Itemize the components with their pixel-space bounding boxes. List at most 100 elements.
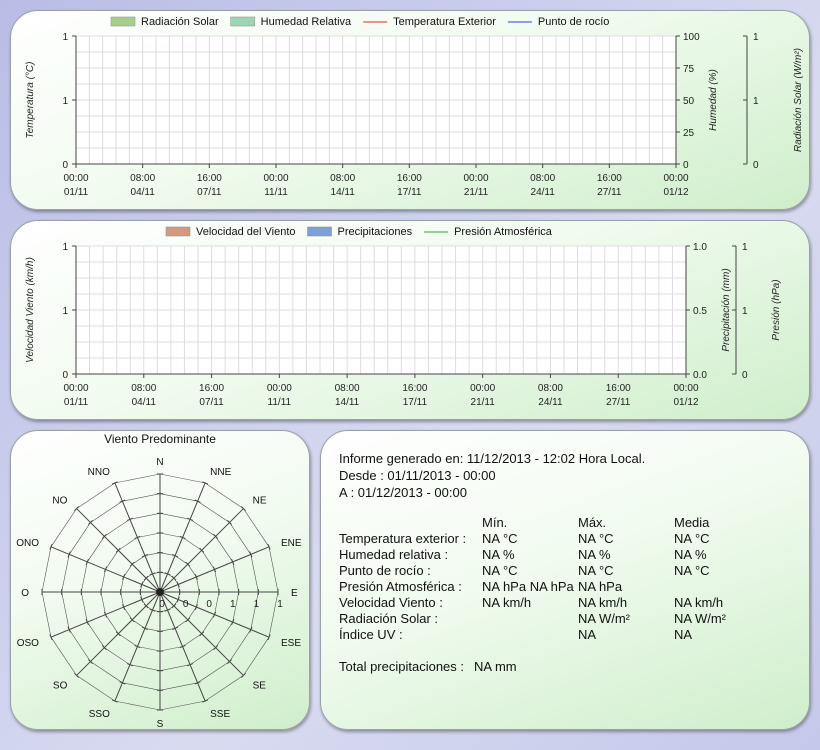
wind-rose-tick <box>129 617 135 623</box>
right-axis-title: Precipitación (mm) <box>721 268 732 351</box>
report-to: A : 01/12/2013 - 00:00 <box>339 485 467 500</box>
stat-min: NA % <box>482 547 515 562</box>
wind-rose-tick <box>74 506 80 512</box>
stat-min: NA km/h <box>482 595 532 610</box>
wind-rose-tick <box>231 558 235 565</box>
wind-rose-tick <box>213 645 219 651</box>
left-tick-label: 1 <box>62 96 68 107</box>
right-tick-label: 100 <box>683 32 700 43</box>
wind-rose-tick <box>126 663 133 667</box>
wind-rose-tick <box>194 499 201 503</box>
stat-min: NA hPa NA hPa <box>482 579 574 594</box>
wind-rose-tick <box>115 631 121 637</box>
wind-rose-tick <box>87 659 93 665</box>
x-tick-time: 00:00 <box>470 383 495 394</box>
right-tick-label: 25 <box>683 128 695 139</box>
stat-min: NA °C <box>482 531 518 546</box>
x-tick-time: 00:00 <box>267 383 292 394</box>
x-tick-date: 11/11 <box>264 187 288 198</box>
right2-tick-label: 1 <box>753 32 759 43</box>
x-tick-date: 21/11 <box>471 397 496 408</box>
radial-tick-label: 1 <box>277 599 283 610</box>
stat-max: NA °C <box>578 563 614 578</box>
wind-direction-label: NO <box>52 495 67 506</box>
wind-rose-tick <box>171 575 177 581</box>
stat-label: Radiación Solar : <box>339 611 438 626</box>
stat-max: NA hPa <box>578 579 623 594</box>
wind-rose-tick <box>213 533 219 539</box>
header-min: Mín. <box>482 515 508 530</box>
stat-max: NA °C <box>578 531 614 546</box>
wind-rose-tick <box>119 681 126 685</box>
right-tick-label: 50 <box>683 96 695 107</box>
wind-rose-tick <box>119 499 126 503</box>
x-tick-time: 08:00 <box>538 383 563 394</box>
right2-tick-label: 0 <box>753 160 759 171</box>
wind-rose-tick <box>172 626 179 630</box>
legend-label: Radiación Solar <box>141 16 219 28</box>
wind-rose-tick <box>49 543 53 550</box>
wind-rose-tick <box>199 631 205 637</box>
right2-axis-title: Presión (hPa) <box>771 279 782 340</box>
wind-rose-tick <box>101 645 107 651</box>
temperature-humidity-chart: 0 1 1 0 25 50 75 100 0 1 1 00:00 01/11 08:00 04/11 16:0… <box>25 16 804 198</box>
wind-rose-tick <box>49 634 53 641</box>
total-precipitation-label: Total precipitaciones : <box>339 659 465 674</box>
right2-tick-label: 1 <box>753 96 759 107</box>
x-tick-date: 27/11 <box>597 187 622 198</box>
x-tick-time: 00:00 <box>663 173 688 184</box>
x-tick-time: 16:00 <box>197 173 222 184</box>
radial-tick-label: 1 <box>254 599 260 610</box>
wind-rose-tick <box>143 575 149 581</box>
wind-direction-label: SSE <box>210 709 230 720</box>
wind-rose-tick <box>185 561 191 567</box>
x-tick-date: 14/11 <box>331 187 356 198</box>
legend-label: Temperatura Exterior <box>393 16 496 28</box>
wind-rose-panel: Viento Predominante N NNE NE ENE E ESE SE SSE S SS… <box>10 430 310 730</box>
wind-rose-tick <box>199 547 205 553</box>
wind-direction-label: SO <box>53 681 68 692</box>
x-tick-time: 00:00 <box>263 173 288 184</box>
wind-rose-tick <box>141 626 148 630</box>
wind-rose-tick <box>134 644 141 649</box>
x-tick-date: 04/11 <box>131 187 156 198</box>
x-tick-time: 00:00 <box>673 383 698 394</box>
x-tick-date: 04/11 <box>132 397 157 408</box>
left-tick-label: 0 <box>62 160 68 171</box>
wind-direction-label: ONO <box>16 538 39 549</box>
right2-tick-label: 1 <box>742 306 748 317</box>
wind-rose-tick <box>176 581 180 588</box>
x-tick-date: 17/11 <box>397 187 422 198</box>
x-tick-time: 00:00 <box>463 173 488 184</box>
wind-rose-tick <box>172 554 179 558</box>
stat-avg: NA W/m² <box>674 611 726 626</box>
stat-avg: NA <box>674 627 693 642</box>
wind-rose-tick <box>194 573 198 580</box>
stat-max: NA W/m² <box>578 611 630 626</box>
stat-avg: NA km/h <box>674 595 724 610</box>
legend-label: Velocidad del Viento <box>196 226 296 238</box>
left-tick-label: 0 <box>62 370 68 381</box>
wind-direction-label: ESE <box>281 638 301 649</box>
wind-direction-label: S <box>157 719 164 729</box>
right-tick-label: 0.0 <box>693 370 707 381</box>
radial-tick-label: 0 <box>206 599 212 610</box>
x-tick-date: 01/12 <box>673 397 698 408</box>
wind-rose-center <box>156 588 164 596</box>
right-tick-label: 0.5 <box>693 306 707 317</box>
wind-rose-tick <box>267 543 271 550</box>
weather-chart-panel: 0 1 1 0 25 50 75 100 0 1 1 00:00 01/11 08:00 04/11 16:0… <box>10 10 810 210</box>
wind-rose-tick <box>122 573 126 580</box>
wind-rose-tick <box>134 535 141 540</box>
stat-label: Temperatura exterior : <box>339 531 467 546</box>
left-tick-label: 1 <box>62 306 68 317</box>
radial-tick-label: 0 <box>183 599 189 610</box>
wind-rose-tick <box>111 481 118 485</box>
radial-tick-label: 0 <box>159 599 165 610</box>
x-tick-date: 24/11 <box>538 397 563 408</box>
wind-rose-tick <box>202 481 209 485</box>
x-tick-date: 17/11 <box>403 397 428 408</box>
wind-rose-tick <box>164 572 171 576</box>
wind-rose-tick <box>103 611 108 618</box>
right-axis-title: Humedad (%) <box>708 69 719 131</box>
